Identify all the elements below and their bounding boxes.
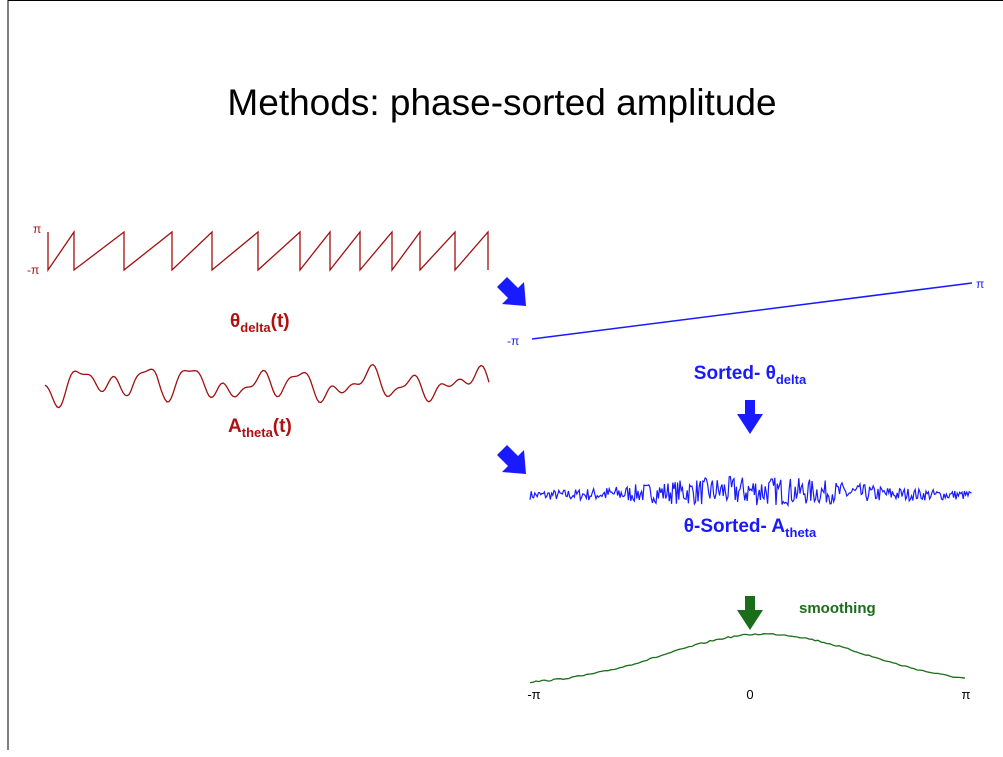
- panel-label: θdelta(t): [230, 311, 290, 335]
- axis-label: 0: [746, 687, 753, 702]
- text: Sorted- θ: [694, 363, 776, 384]
- subscript: theta: [242, 425, 274, 440]
- axis-label: -π: [527, 687, 540, 702]
- subscript: theta: [785, 525, 817, 540]
- amplitude-signal: [44, 363, 490, 409]
- arrow: [497, 445, 526, 474]
- panel-label: θ-Sorted- Atheta: [684, 516, 817, 540]
- axis-label: -π: [507, 334, 519, 348]
- axis-label: π: [976, 277, 984, 291]
- text: θ-Sorted- A: [684, 516, 786, 537]
- arrows: [497, 277, 763, 474]
- smoothed-signal: [529, 633, 966, 684]
- phase-signal: [47, 229, 489, 273]
- suffix: (t): [273, 416, 292, 437]
- title: Methods: phase-sorted amplitude: [227, 82, 776, 123]
- arrow: [497, 277, 526, 306]
- arrow: [737, 400, 763, 434]
- sorted-amplitude-signal: [529, 475, 972, 508]
- suffix: (t): [271, 311, 290, 332]
- symbol: A: [228, 416, 242, 437]
- subscript: delta: [240, 320, 271, 335]
- symbol: θ: [230, 311, 240, 332]
- axis-label: -π: [27, 263, 39, 277]
- panel-label: Atheta(t): [228, 416, 292, 440]
- sorted-phase-line: [531, 282, 973, 340]
- subscript: delta: [776, 372, 807, 387]
- axis-label: π: [33, 222, 41, 236]
- arrow: [737, 596, 763, 630]
- step-label: smoothing: [799, 600, 876, 617]
- axis-label: π: [962, 687, 971, 702]
- panel-label: Sorted- θdelta: [694, 363, 807, 387]
